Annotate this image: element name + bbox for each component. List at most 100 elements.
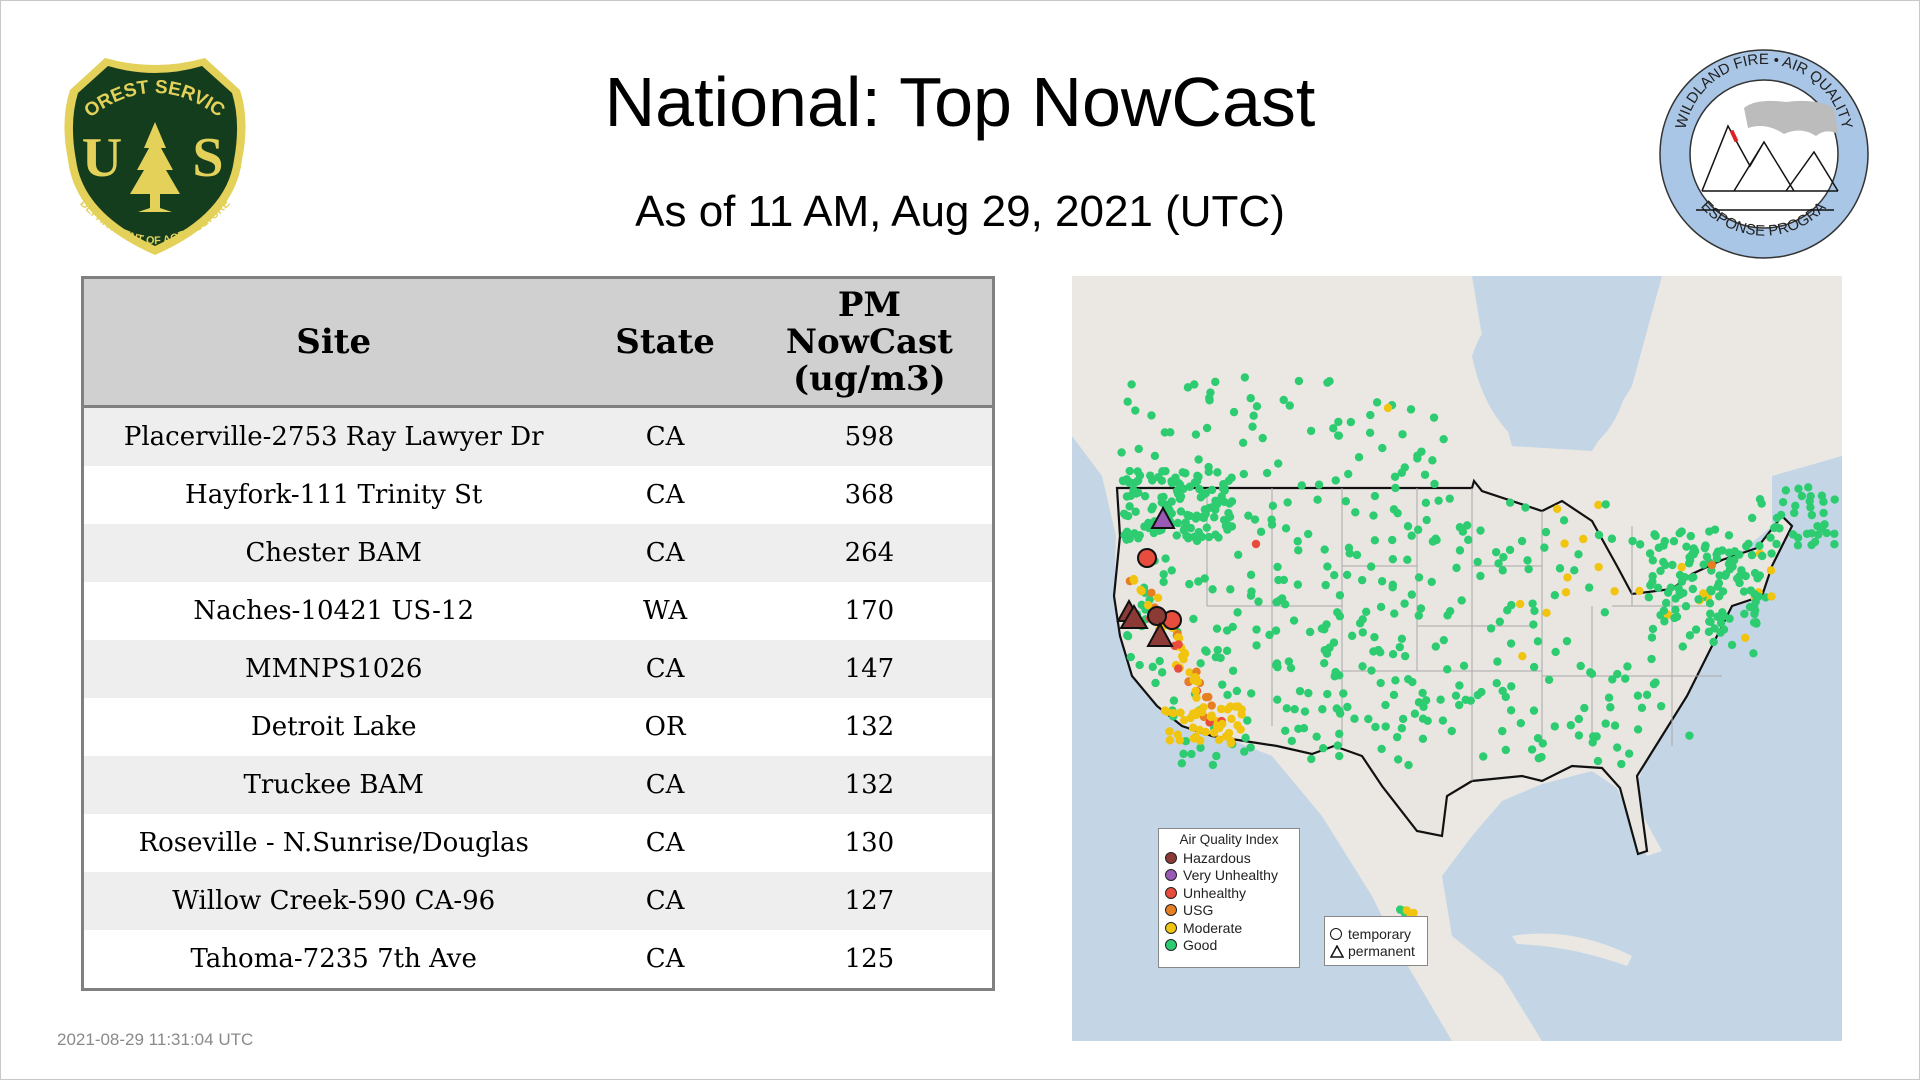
site-marker — [1709, 637, 1718, 647]
site-marker — [1552, 504, 1562, 514]
site-marker — [1498, 686, 1507, 696]
site-marker — [1790, 508, 1799, 518]
site-marker — [1721, 571, 1730, 580]
site-marker — [1183, 383, 1193, 392]
site-marker — [1574, 731, 1584, 740]
site-marker — [1527, 745, 1537, 754]
site-marker — [1167, 497, 1176, 506]
table-row: Naches-10421 US-12 WA 170 — [84, 582, 992, 640]
site-marker — [1185, 511, 1195, 521]
site-marker — [1383, 403, 1393, 413]
site-marker — [1185, 482, 1195, 491]
site-marker — [1794, 484, 1803, 493]
site-marker — [1562, 636, 1572, 646]
aqi-legend-title: Air Quality Index — [1179, 832, 1279, 847]
site-marker — [1200, 574, 1209, 583]
permanent-site-marker — [1146, 621, 1174, 647]
site-marker — [1299, 724, 1309, 733]
aqi-legend-item: Hazardous — [1165, 849, 1299, 867]
site-marker — [1125, 502, 1134, 511]
aqi-legend-item: Moderate — [1165, 919, 1299, 937]
site-marker — [1307, 754, 1316, 764]
site-marker — [1243, 716, 1252, 725]
site-marker — [1550, 722, 1559, 731]
site-marker — [1147, 588, 1156, 597]
site-marker — [1125, 534, 1134, 543]
site-marker — [1197, 532, 1207, 542]
legend-label: Moderate — [1183, 919, 1243, 936]
legend-permanent: permanent — [1325, 943, 1427, 961]
site-marker — [1688, 584, 1698, 594]
site-marker — [1323, 689, 1332, 699]
site-marker — [1771, 522, 1781, 532]
site-marker — [1607, 534, 1617, 543]
site-marker — [1207, 701, 1216, 710]
nowcast-cell: 264 — [746, 524, 992, 582]
site-marker — [1610, 587, 1619, 596]
site-marker — [1319, 658, 1329, 668]
column-header-site: Site — [84, 279, 584, 408]
site-marker — [1222, 646, 1232, 656]
site-marker — [1528, 599, 1537, 608]
site-marker — [1690, 547, 1700, 556]
site-marker — [1404, 760, 1413, 770]
site-marker — [1739, 587, 1749, 596]
site-marker — [1131, 507, 1140, 516]
site-marker — [1293, 580, 1303, 589]
aqi-legend-item: Very Unhealthy — [1165, 867, 1299, 885]
site-marker — [1685, 631, 1695, 640]
site-marker — [1333, 741, 1342, 750]
site-marker — [1393, 755, 1403, 764]
site-marker — [1237, 710, 1246, 719]
site-marker — [1669, 537, 1679, 546]
site-marker — [1185, 668, 1194, 677]
site-marker — [1788, 530, 1798, 539]
site-marker — [1125, 477, 1134, 487]
temporary-site-marker — [1137, 548, 1157, 568]
table-header-row: Site State PM NowCast (ug/m3) — [84, 279, 992, 408]
site-marker — [1306, 426, 1316, 436]
page-subtitle: As of 11 AM, Aug 29, 2021 (UTC) — [635, 187, 1285, 236]
aqi-legend-item: USG — [1165, 902, 1299, 920]
site-marker — [1354, 452, 1364, 462]
site-marker — [1140, 491, 1150, 501]
site-marker — [1610, 721, 1620, 730]
site-type-legend: temporary permanent — [1324, 916, 1428, 966]
site-marker — [1612, 743, 1622, 752]
site-marker — [1716, 618, 1726, 628]
site-marker — [1420, 470, 1430, 479]
site-marker — [1273, 562, 1282, 572]
site-marker — [1335, 729, 1344, 739]
site-marker — [1322, 649, 1332, 658]
site-cell: Naches-10421 US-12 — [84, 582, 584, 640]
site-marker — [1367, 666, 1376, 675]
site-marker — [1213, 645, 1222, 655]
site-marker — [1321, 580, 1330, 590]
site-marker — [1561, 588, 1571, 597]
site-marker — [1287, 736, 1296, 746]
aqi-swatch-icon — [1165, 904, 1177, 917]
site-marker — [1580, 703, 1589, 713]
site-marker — [1647, 633, 1657, 642]
site-marker — [1232, 686, 1242, 696]
site-marker — [1318, 743, 1328, 753]
site-marker — [1233, 721, 1242, 730]
site-marker — [1159, 577, 1168, 587]
site-marker — [1523, 556, 1532, 565]
fire-icon — [1729, 129, 1739, 143]
legend-label: USG — [1183, 902, 1214, 919]
site-marker — [1173, 518, 1183, 528]
nowcast-cell: 598 — [746, 406, 992, 466]
site-marker — [1689, 572, 1698, 582]
site-marker — [1251, 539, 1261, 549]
site-marker — [1122, 492, 1132, 501]
site-marker — [1147, 505, 1156, 514]
site-marker — [1202, 423, 1212, 433]
site-marker — [1220, 483, 1229, 492]
site-marker — [1125, 466, 1134, 476]
site-marker — [1149, 528, 1159, 538]
site-marker — [1212, 500, 1222, 509]
site-marker — [1767, 592, 1776, 601]
site-marker — [1751, 597, 1760, 606]
site-marker — [1505, 545, 1515, 555]
